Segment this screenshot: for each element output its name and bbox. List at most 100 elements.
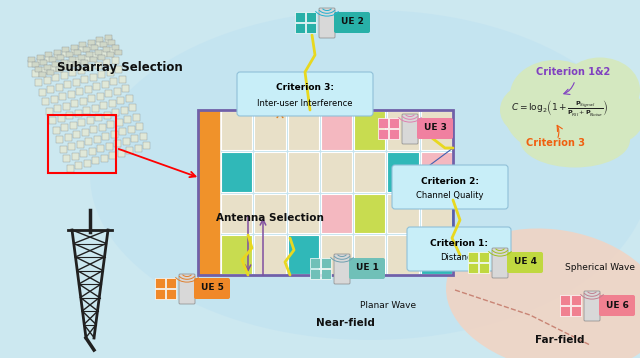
FancyBboxPatch shape bbox=[306, 23, 316, 33]
FancyBboxPatch shape bbox=[420, 235, 452, 274]
FancyBboxPatch shape bbox=[479, 263, 489, 273]
FancyBboxPatch shape bbox=[287, 194, 319, 233]
FancyBboxPatch shape bbox=[35, 79, 42, 86]
FancyBboxPatch shape bbox=[74, 57, 81, 64]
FancyBboxPatch shape bbox=[36, 58, 44, 64]
FancyBboxPatch shape bbox=[70, 48, 77, 54]
FancyBboxPatch shape bbox=[77, 67, 84, 73]
FancyBboxPatch shape bbox=[378, 129, 388, 139]
FancyBboxPatch shape bbox=[402, 114, 418, 144]
FancyBboxPatch shape bbox=[61, 124, 68, 131]
FancyBboxPatch shape bbox=[310, 269, 320, 279]
FancyBboxPatch shape bbox=[115, 66, 122, 73]
Text: Distance: Distance bbox=[440, 253, 477, 262]
FancyBboxPatch shape bbox=[115, 118, 122, 126]
FancyBboxPatch shape bbox=[111, 57, 118, 63]
FancyBboxPatch shape bbox=[77, 54, 84, 59]
FancyBboxPatch shape bbox=[124, 116, 131, 123]
FancyBboxPatch shape bbox=[88, 95, 95, 102]
FancyBboxPatch shape bbox=[103, 47, 110, 52]
FancyBboxPatch shape bbox=[106, 52, 113, 57]
FancyBboxPatch shape bbox=[221, 235, 252, 274]
FancyBboxPatch shape bbox=[56, 67, 63, 72]
FancyBboxPatch shape bbox=[86, 52, 93, 57]
FancyBboxPatch shape bbox=[52, 74, 59, 81]
FancyBboxPatch shape bbox=[78, 119, 85, 126]
FancyBboxPatch shape bbox=[507, 252, 543, 273]
FancyBboxPatch shape bbox=[134, 145, 141, 151]
FancyBboxPatch shape bbox=[97, 145, 104, 152]
Text: Inter-user Interference: Inter-user Interference bbox=[257, 98, 353, 107]
FancyBboxPatch shape bbox=[118, 150, 125, 156]
FancyBboxPatch shape bbox=[126, 147, 133, 154]
FancyBboxPatch shape bbox=[57, 62, 64, 69]
FancyBboxPatch shape bbox=[35, 67, 42, 72]
FancyBboxPatch shape bbox=[90, 57, 97, 62]
Text: UE 1: UE 1 bbox=[356, 263, 378, 272]
Text: Planar Wave: Planar Wave bbox=[360, 300, 416, 310]
FancyBboxPatch shape bbox=[166, 289, 176, 299]
FancyBboxPatch shape bbox=[122, 85, 129, 92]
FancyBboxPatch shape bbox=[120, 106, 127, 113]
FancyBboxPatch shape bbox=[131, 135, 138, 142]
FancyBboxPatch shape bbox=[254, 111, 285, 150]
FancyBboxPatch shape bbox=[108, 47, 115, 54]
FancyBboxPatch shape bbox=[72, 62, 79, 67]
FancyBboxPatch shape bbox=[143, 142, 150, 149]
FancyBboxPatch shape bbox=[79, 42, 86, 47]
FancyBboxPatch shape bbox=[102, 81, 109, 87]
Text: Criterion 1:: Criterion 1: bbox=[430, 238, 488, 247]
FancyBboxPatch shape bbox=[155, 278, 165, 288]
FancyBboxPatch shape bbox=[492, 248, 508, 278]
FancyBboxPatch shape bbox=[54, 105, 61, 112]
FancyBboxPatch shape bbox=[70, 44, 77, 49]
FancyBboxPatch shape bbox=[45, 107, 52, 115]
FancyBboxPatch shape bbox=[63, 102, 70, 110]
FancyBboxPatch shape bbox=[83, 160, 90, 166]
FancyBboxPatch shape bbox=[38, 88, 45, 96]
FancyBboxPatch shape bbox=[392, 165, 508, 209]
FancyBboxPatch shape bbox=[95, 114, 102, 121]
FancyBboxPatch shape bbox=[65, 134, 72, 140]
FancyBboxPatch shape bbox=[97, 92, 104, 100]
FancyBboxPatch shape bbox=[221, 111, 252, 150]
Text: Criterion 1&2: Criterion 1&2 bbox=[536, 67, 610, 77]
FancyBboxPatch shape bbox=[71, 100, 78, 107]
FancyBboxPatch shape bbox=[560, 295, 570, 305]
FancyBboxPatch shape bbox=[68, 143, 75, 150]
FancyBboxPatch shape bbox=[88, 39, 95, 44]
FancyBboxPatch shape bbox=[92, 157, 99, 164]
FancyBboxPatch shape bbox=[420, 111, 452, 150]
FancyBboxPatch shape bbox=[52, 62, 59, 67]
Text: Criterion 3: Criterion 3 bbox=[527, 138, 586, 148]
FancyBboxPatch shape bbox=[98, 54, 105, 59]
FancyBboxPatch shape bbox=[64, 81, 71, 88]
FancyBboxPatch shape bbox=[111, 131, 118, 137]
FancyBboxPatch shape bbox=[69, 57, 76, 62]
FancyBboxPatch shape bbox=[129, 104, 136, 111]
FancyBboxPatch shape bbox=[295, 23, 305, 33]
FancyBboxPatch shape bbox=[73, 131, 80, 138]
FancyBboxPatch shape bbox=[420, 194, 452, 233]
FancyBboxPatch shape bbox=[571, 295, 581, 305]
FancyBboxPatch shape bbox=[599, 295, 635, 316]
FancyBboxPatch shape bbox=[67, 164, 74, 171]
FancyBboxPatch shape bbox=[99, 124, 106, 131]
FancyBboxPatch shape bbox=[72, 78, 79, 86]
Text: Criterion 3:: Criterion 3: bbox=[276, 83, 334, 92]
FancyBboxPatch shape bbox=[83, 47, 90, 52]
FancyBboxPatch shape bbox=[40, 59, 47, 64]
FancyBboxPatch shape bbox=[91, 44, 98, 49]
FancyBboxPatch shape bbox=[221, 152, 252, 192]
FancyBboxPatch shape bbox=[254, 194, 285, 233]
FancyBboxPatch shape bbox=[64, 64, 71, 69]
FancyBboxPatch shape bbox=[95, 62, 102, 68]
FancyBboxPatch shape bbox=[295, 12, 305, 22]
Text: Near-field: Near-field bbox=[316, 318, 374, 328]
FancyBboxPatch shape bbox=[166, 278, 176, 288]
FancyBboxPatch shape bbox=[95, 49, 102, 54]
Text: UE 3: UE 3 bbox=[424, 124, 447, 132]
FancyBboxPatch shape bbox=[28, 57, 35, 62]
FancyBboxPatch shape bbox=[81, 129, 88, 135]
Text: Far-field: Far-field bbox=[535, 335, 585, 345]
